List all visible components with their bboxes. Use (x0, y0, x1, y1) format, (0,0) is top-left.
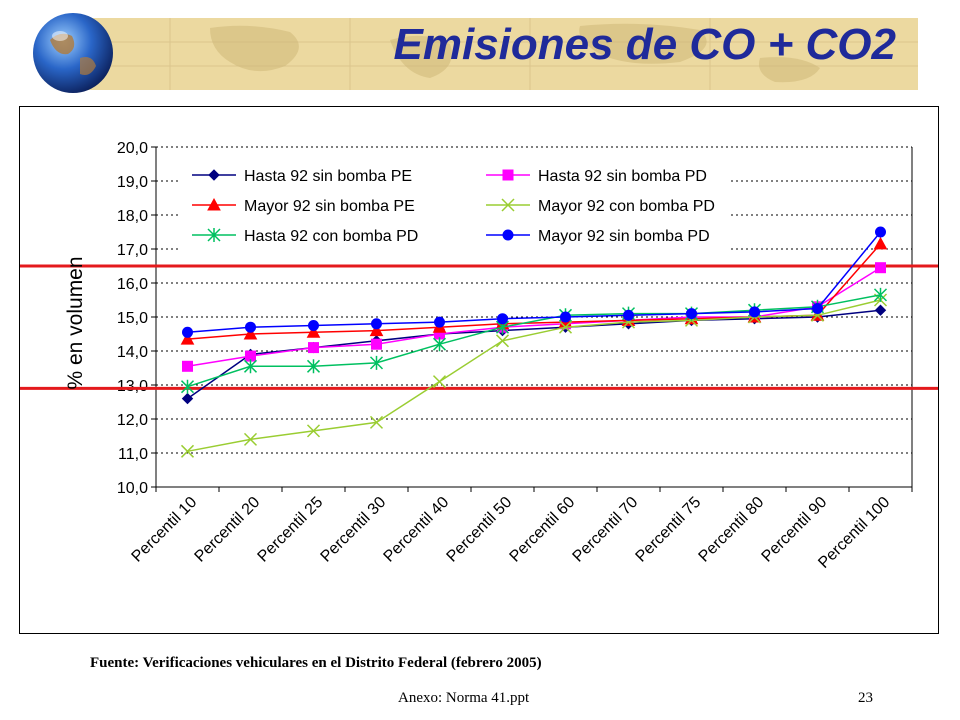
series-mayor-92-sin-bomba-pd (182, 226, 886, 338)
x-tick-label: Percentil 60 (507, 494, 579, 566)
slide-title: Emisiones de CO + CO2 (393, 20, 897, 69)
y-tick-label: 19,0 (117, 174, 148, 191)
footer-filename: Anexo: Norma 41.ppt (398, 690, 530, 706)
data-point (180, 444, 195, 458)
data-point (812, 303, 823, 314)
page-number: 23 (858, 690, 873, 706)
legend-entry: Mayor 92 con bomba PD (486, 198, 715, 215)
series-line (187, 267, 881, 368)
series-line (187, 231, 882, 334)
legend: Hasta 92 sin bomba PE Hasta 92 sin bomba … (180, 157, 730, 253)
data-point (501, 198, 515, 212)
data-point (873, 236, 888, 250)
y-tick-label: 13,0 (117, 378, 148, 395)
world-map-background (60, 18, 918, 90)
legend-label: Mayor 92 con bomba PD (538, 198, 715, 215)
data-point (180, 379, 195, 394)
data-point (686, 308, 697, 320)
series-group (180, 226, 888, 458)
legend-background (180, 157, 730, 253)
data-point (182, 326, 193, 338)
y-tick-label: 10,0 (117, 480, 148, 497)
y-tick-label: 15,0 (117, 310, 148, 327)
y-tick-label: 14,0 (117, 344, 148, 361)
x-tick-label: Percentil 25 (255, 494, 327, 566)
chart-area: 10,0 11,0 12,0 13,0 14,0 15,0 16,0 17,0 18,0 19,0… (19, 106, 939, 634)
data-point (875, 226, 886, 238)
data-point (371, 338, 382, 350)
y-tick-label: 17,0 (117, 242, 148, 259)
legend-label: Hasta 92 sin bomba PD (538, 168, 707, 185)
legend-entry: Mayor 92 sin bomba PE (192, 197, 415, 215)
y-tick-label: 20,0 (117, 140, 148, 157)
y-tick-label: 12,0 (117, 412, 148, 429)
legend-entry: Hasta 92 sin bomba PE (192, 168, 412, 185)
data-point (369, 355, 384, 370)
data-point (243, 359, 258, 374)
y-axis-title: % en volumen (64, 256, 87, 389)
y-tick-label: 16,0 (117, 276, 148, 293)
reference-lines (20, 264, 938, 390)
x-tick-label: Percentil 30 (318, 494, 390, 566)
data-point (502, 229, 514, 241)
data-point (434, 316, 445, 328)
legend-entry: Mayor 92 sin bomba PD (486, 228, 710, 245)
legend-label: Mayor 92 sin bomba PD (538, 228, 710, 245)
x-tick-label: Percentil 40 (381, 494, 453, 566)
data-point (560, 311, 571, 323)
data-point (432, 337, 447, 352)
data-point (497, 313, 508, 325)
legend-label: Hasta 92 sin bomba PE (244, 168, 412, 185)
data-point (308, 342, 319, 354)
data-point (369, 323, 384, 337)
data-point (369, 415, 384, 429)
globe-icon (33, 13, 113, 93)
data-point (749, 306, 760, 318)
data-point (182, 360, 193, 372)
data-point (208, 169, 220, 181)
y-tick-label: 18,0 (117, 208, 148, 225)
x-tick-label: Percentil 70 (570, 494, 642, 566)
data-point (207, 197, 221, 211)
x-tick-label: Percentil 20 (192, 494, 264, 566)
data-point (308, 320, 319, 331)
legend-label: Hasta 92 con bomba PD (244, 228, 418, 245)
data-point (180, 332, 195, 345)
data-point (306, 359, 321, 374)
data-point (243, 432, 258, 446)
data-point (306, 424, 321, 438)
data-point (245, 321, 256, 333)
x-tick-label: Percentil 10 (129, 494, 201, 566)
data-point (243, 326, 258, 340)
data-point (874, 304, 887, 316)
series-hasta-92-con-bomba-pd (180, 287, 888, 394)
data-point (623, 309, 634, 321)
data-point (875, 262, 886, 274)
data-point (306, 325, 321, 338)
x-tick-label: Percentil 75 (633, 494, 705, 566)
data-point (181, 392, 194, 405)
legend-entry: Hasta 92 sin bomba PD (486, 168, 707, 185)
x-tick-label: Percentil 80 (696, 494, 768, 566)
data-point (558, 320, 573, 334)
y-tick-label: 11,0 (118, 446, 148, 463)
data-point (432, 375, 447, 389)
data-point (502, 169, 514, 181)
data-point (207, 228, 221, 242)
source-note: Fuente: Verificaciones vehiculares en el… (90, 655, 542, 671)
legend-entry: Hasta 92 con bomba PD (192, 228, 418, 245)
x-tick-label: Percentil 50 (444, 494, 516, 566)
legend-label: Mayor 92 sin bomba PE (244, 198, 415, 215)
line-chart: 10,0 11,0 12,0 13,0 14,0 15,0 16,0 17,0 18,0 19,0… (20, 140, 938, 572)
series-line (187, 299, 881, 453)
data-point (873, 287, 888, 302)
series-line (187, 294, 881, 388)
data-point (495, 334, 510, 348)
data-point (371, 318, 382, 330)
title-banner (60, 18, 918, 90)
